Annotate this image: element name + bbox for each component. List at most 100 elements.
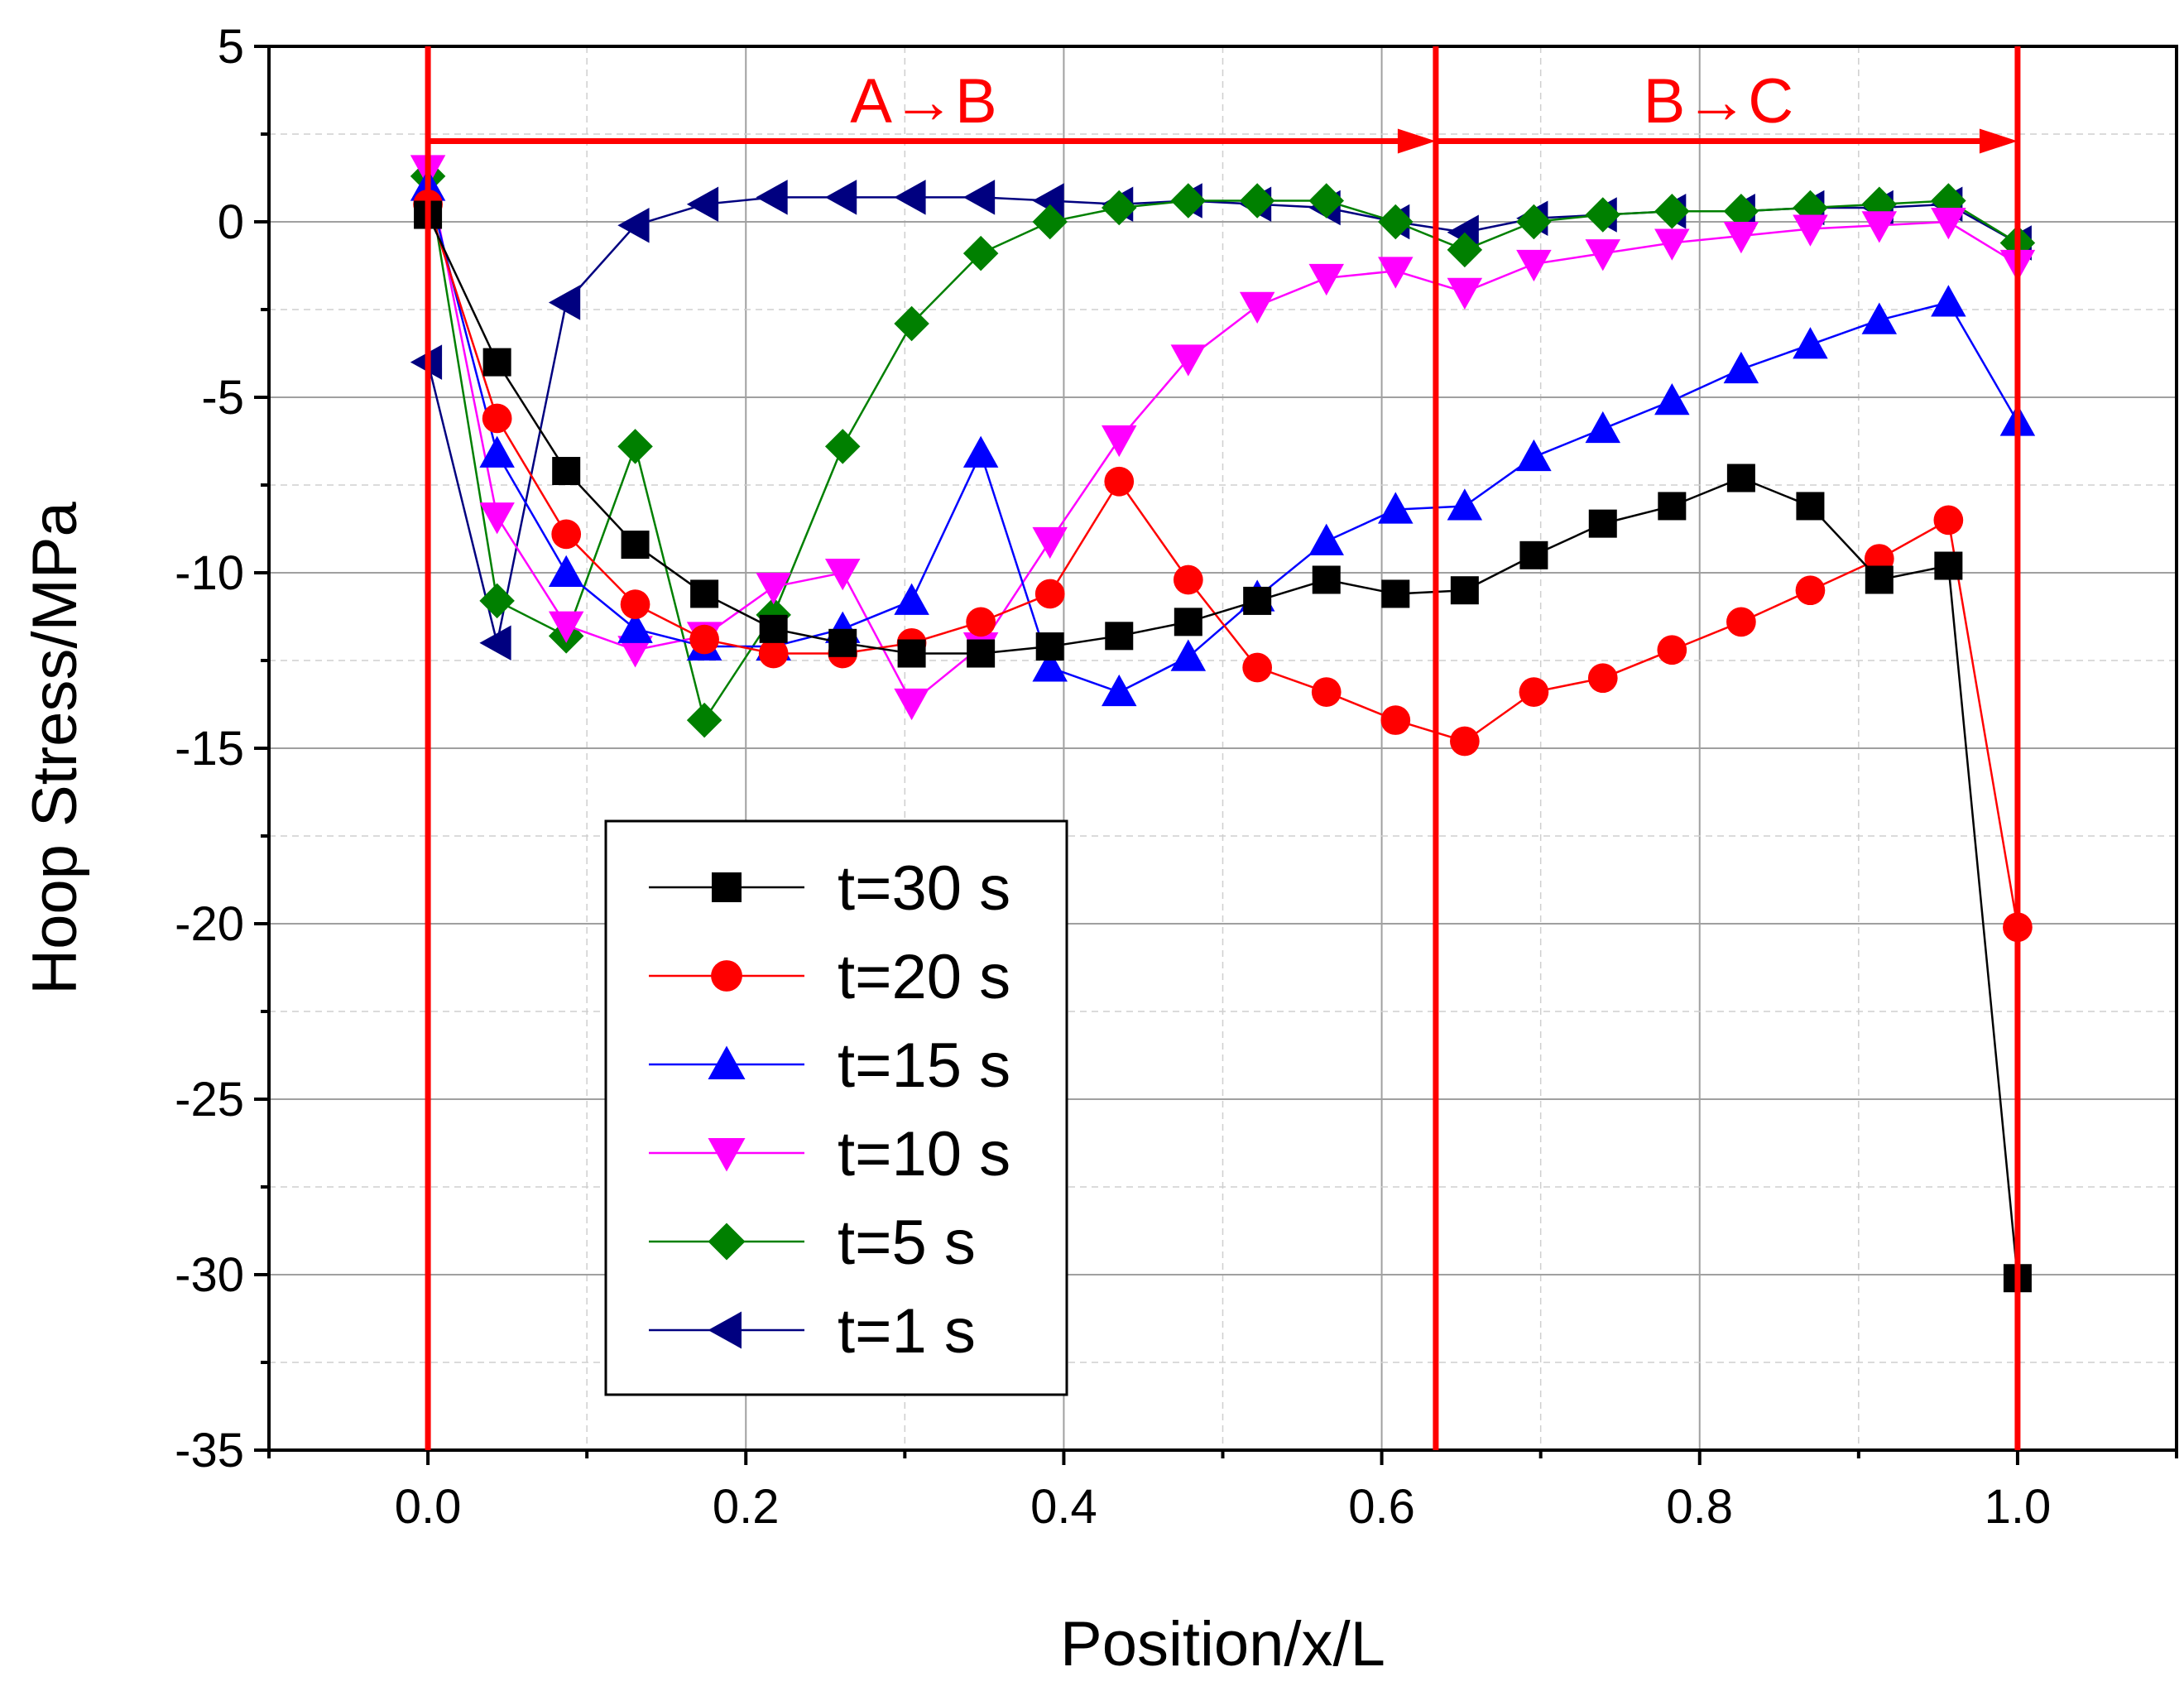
data-point xyxy=(1239,291,1275,324)
y-tick-label: -35 xyxy=(175,1424,244,1477)
data-point xyxy=(1450,576,1479,605)
legend-label: t=15 s xyxy=(838,1030,1010,1101)
data-point xyxy=(1104,466,1135,497)
data-point xyxy=(894,583,929,615)
stage-label: A→B xyxy=(850,66,996,137)
data-point xyxy=(758,638,789,669)
data-point xyxy=(759,614,788,643)
data-point xyxy=(1654,194,1690,229)
data-point xyxy=(1654,382,1690,416)
data-point xyxy=(689,624,719,655)
data-point xyxy=(1032,650,1068,682)
y-tick-label: -5 xyxy=(201,371,244,425)
data-point xyxy=(686,186,719,223)
x-tick-label: 0.6 xyxy=(1348,1480,1415,1534)
data-point xyxy=(962,180,996,215)
x-tick-label: 0.0 xyxy=(395,1480,462,1534)
legend-label: t=20 s xyxy=(838,942,1010,1012)
y-tick-label: 5 xyxy=(218,20,244,74)
data-point xyxy=(894,180,926,215)
data-point xyxy=(1032,183,1064,219)
data-point xyxy=(824,559,861,591)
data-point xyxy=(962,435,999,468)
legend-label: t=5 s xyxy=(838,1208,976,1278)
data-point xyxy=(1170,183,1207,219)
data-point xyxy=(1447,277,1483,310)
data-point xyxy=(1931,285,1966,317)
y-tick-label: -30 xyxy=(175,1248,244,1302)
data-point xyxy=(828,628,857,657)
data-point xyxy=(548,555,584,587)
data-point xyxy=(1793,214,1828,247)
data-point xyxy=(548,285,581,320)
data-point xyxy=(621,531,650,560)
series-t-20-s xyxy=(413,189,2033,943)
data-point xyxy=(1311,677,1342,708)
legend-item: t=10 s xyxy=(649,1119,1010,1189)
data-point xyxy=(1034,579,1065,609)
data-point xyxy=(479,435,515,468)
data-point xyxy=(617,207,650,243)
data-point xyxy=(1308,523,1344,555)
stage-label: B→C xyxy=(1644,66,1794,137)
data-point xyxy=(1105,622,1134,651)
data-point xyxy=(1102,425,1137,458)
stage-arrow-head xyxy=(1397,128,1436,154)
data-point xyxy=(1795,575,1826,606)
legend-item: t=20 s xyxy=(649,942,1010,1012)
data-point xyxy=(479,502,515,535)
data-point xyxy=(1796,492,1825,521)
data-point xyxy=(620,589,650,620)
data-point xyxy=(1793,190,1828,226)
data-point xyxy=(1173,564,1203,595)
data-point xyxy=(617,611,653,643)
data-point xyxy=(1516,439,1552,472)
data-point xyxy=(1654,228,1690,261)
data-point xyxy=(1934,551,1963,580)
data-point xyxy=(756,180,788,215)
data-point xyxy=(1378,492,1414,524)
data-point xyxy=(1516,204,1552,240)
legend-item: t=1 s xyxy=(649,1296,976,1367)
stage-arrow-head xyxy=(1979,128,2018,154)
data-point xyxy=(1378,204,1414,240)
data-point xyxy=(1312,565,1341,594)
data-point xyxy=(824,180,857,215)
y-axis-title: Hoop Stress/MPa xyxy=(20,501,90,994)
x-tick-label: 0.4 xyxy=(1030,1480,1097,1534)
data-series xyxy=(410,155,2036,1293)
data-point xyxy=(1658,492,1687,521)
data-point xyxy=(1585,239,1621,271)
grid xyxy=(269,46,2177,1450)
data-point xyxy=(617,429,653,464)
data-point xyxy=(966,607,996,637)
data-point xyxy=(479,625,511,661)
data-point xyxy=(552,457,581,486)
data-point xyxy=(1585,411,1621,444)
data-point xyxy=(897,639,926,668)
legend-item: t=30 s xyxy=(649,853,1010,924)
data-point xyxy=(1793,327,1828,359)
data-point xyxy=(1102,674,1137,707)
data-point xyxy=(479,583,515,619)
x-tick-label: 0.2 xyxy=(713,1480,780,1534)
x-tick-label: 1.0 xyxy=(1985,1480,2052,1534)
data-point xyxy=(967,639,996,668)
data-point xyxy=(1308,183,1344,219)
data-point xyxy=(617,636,653,668)
data-point xyxy=(1032,526,1068,560)
data-point xyxy=(1519,677,1549,708)
data-point xyxy=(1519,540,1548,569)
data-point xyxy=(1170,639,1207,671)
data-point xyxy=(1726,607,1756,637)
data-point xyxy=(1380,705,1411,735)
legend-marker xyxy=(708,1138,746,1172)
data-point xyxy=(1861,302,1898,334)
x-tick-label: 0.8 xyxy=(1666,1480,1733,1534)
data-point xyxy=(1035,632,1064,661)
annotations: A→B B→C xyxy=(425,46,2021,1450)
data-point xyxy=(1516,249,1552,282)
data-point xyxy=(482,348,511,377)
